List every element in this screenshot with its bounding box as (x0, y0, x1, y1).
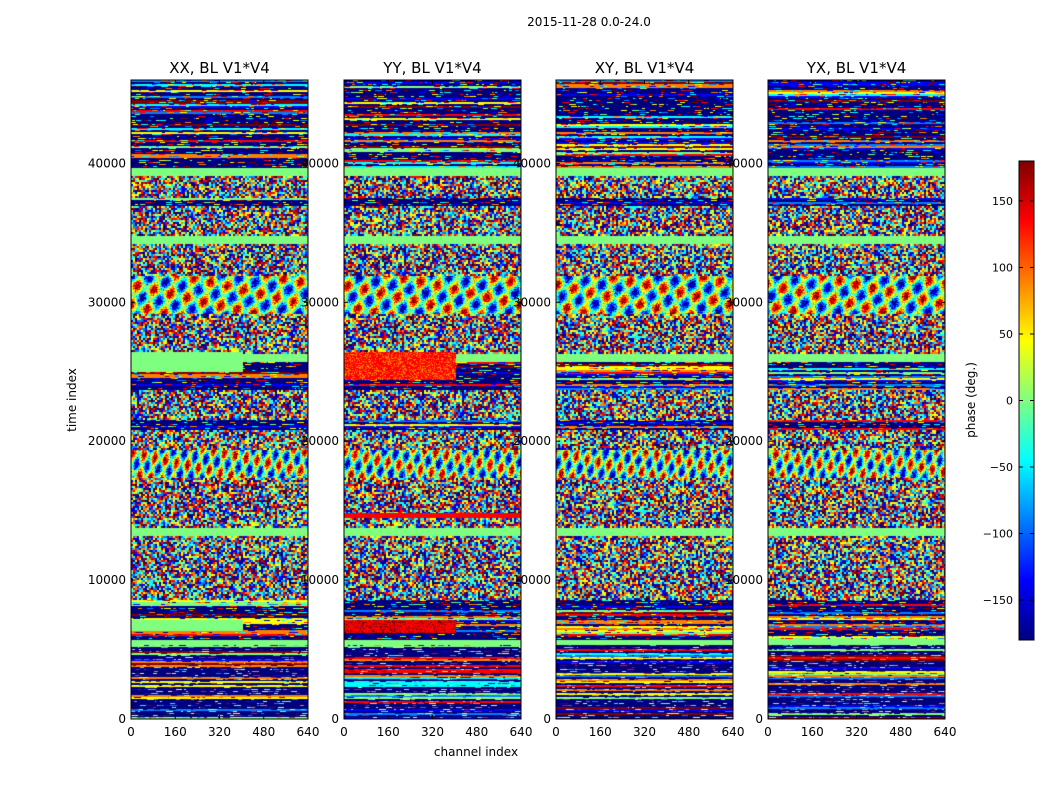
y-tick-label: 0 (543, 712, 551, 726)
y-tick-label: 30000 (513, 295, 551, 309)
figure-suptitle: 2015-11-28 0.0-24.0 (527, 15, 651, 29)
colorbar-tick-label: −100 (983, 528, 1013, 541)
y-tick-label: 40000 (88, 156, 126, 170)
panels: XX, BL V1*V4 0 160 320 480 640 0 10000 20000 3000… (88, 59, 957, 739)
y-tick-label: 20000 (513, 434, 551, 448)
y-tick-label: 40000 (513, 156, 551, 170)
x-tick-label: 480 (252, 725, 275, 739)
y-tick-label: 40000 (301, 156, 339, 170)
colorbar-tick-label: −50 (990, 461, 1013, 474)
x-tick-label: 0 (127, 725, 135, 739)
colorbar-ticks: 150 100 50 0 −50 −100 −150 (983, 195, 1034, 607)
y-tick-label: 40000 (725, 156, 763, 170)
panel-1: YY, BL V1*V4 0 160 320 480 640 0 10000 20000 3000… (301, 59, 533, 739)
colorbar: 150 100 50 0 −50 −100 −150 phase (deg.) (964, 160, 1035, 641)
x-tick-label: 160 (164, 725, 187, 739)
panel-title: YX, BL V1*V4 (806, 59, 907, 77)
y-tick-label: 20000 (725, 434, 763, 448)
y-tick-label: 30000 (301, 295, 339, 309)
y-tick-label: 10000 (725, 573, 763, 587)
x-tick-label: 320 (845, 725, 868, 739)
x-tick-label: 640 (510, 725, 533, 739)
y-tick-label: 20000 (88, 434, 126, 448)
x-tick-label: 0 (764, 725, 772, 739)
panel-title: XY, BL V1*V4 (595, 59, 695, 77)
x-tick-label: 480 (889, 725, 912, 739)
y-tick-label: 30000 (88, 295, 126, 309)
colorbar-tick-label: −150 (983, 594, 1013, 607)
colorbar-tick-label: 0 (1006, 395, 1013, 408)
x-tick-label: 160 (801, 725, 824, 739)
x-tick-label: 320 (208, 725, 231, 739)
y-axis-label: time index (65, 368, 79, 432)
colorbar-tick-label: 150 (992, 195, 1013, 208)
phase-heatmap (768, 80, 945, 719)
phase-heatmap (131, 80, 308, 719)
phase-heatmap (556, 80, 733, 719)
x-tick-label: 160 (589, 725, 612, 739)
panel-title: XX, BL V1*V4 (169, 59, 270, 77)
x-tick-label: 640 (297, 725, 320, 739)
x-tick-label: 640 (722, 725, 745, 739)
y-tick-label: 20000 (301, 434, 339, 448)
y-tick-label: 30000 (725, 295, 763, 309)
y-tick-label: 10000 (88, 573, 126, 587)
x-tick-label: 480 (677, 725, 700, 739)
colorbar-label: phase (deg.) (964, 362, 978, 438)
panel-2: XY, BL V1*V4 0 160 320 480 640 0 10000 20000 3000… (513, 59, 745, 739)
y-tick-label: 10000 (301, 573, 339, 587)
colorbar-tick-label: 50 (999, 328, 1013, 341)
colorbar-tick-label: 100 (992, 261, 1013, 274)
y-tick-label: 10000 (513, 573, 551, 587)
panel-0: XX, BL V1*V4 0 160 320 480 640 0 10000 20000 3000… (88, 59, 320, 739)
panel-title: YY, BL V1*V4 (382, 59, 481, 77)
x-tick-label: 320 (421, 725, 444, 739)
x-tick-label: 0 (552, 725, 560, 739)
x-tick-label: 320 (633, 725, 656, 739)
x-axis-label: channel index (434, 745, 518, 759)
x-tick-label: 480 (465, 725, 488, 739)
x-tick-label: 0 (340, 725, 348, 739)
y-tick-label: 0 (331, 712, 339, 726)
x-tick-label: 640 (934, 725, 957, 739)
panel-3: YX, BL V1*V4 0 160 320 480 640 0 10000 20000 3000… (725, 59, 957, 739)
phase-heatmap (344, 80, 521, 719)
y-tick-label: 0 (118, 712, 126, 726)
x-tick-label: 160 (377, 725, 400, 739)
y-tick-label: 0 (755, 712, 763, 726)
